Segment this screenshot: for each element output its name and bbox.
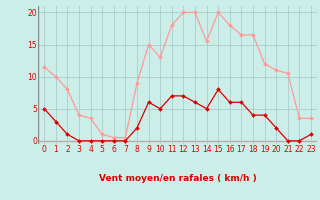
X-axis label: Vent moyen/en rafales ( km/h ): Vent moyen/en rafales ( km/h ): [99, 174, 256, 183]
